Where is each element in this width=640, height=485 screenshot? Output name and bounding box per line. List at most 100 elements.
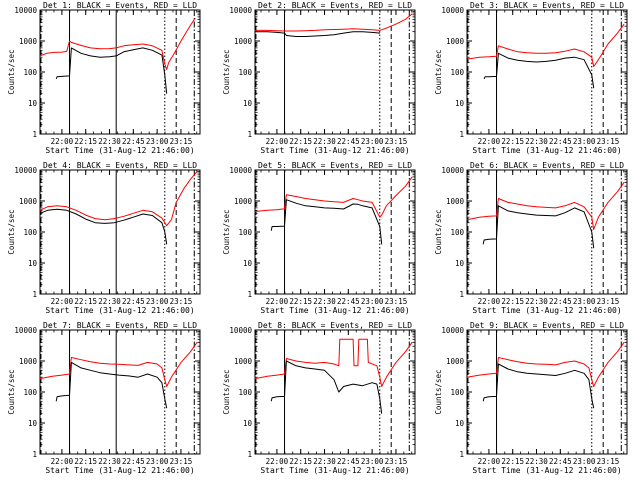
y-tick-label: 1 (247, 130, 252, 139)
y-tick-label: 10 (28, 99, 38, 108)
x-tick-label: 22:00 (51, 297, 74, 306)
x-axis-label: Start Time (31-Aug-12 21:46:00) (260, 146, 409, 155)
x-tick-label: 23:00 (146, 457, 169, 466)
x-tick-label: 22:45 (122, 457, 145, 466)
y-tick-label: 1000 (446, 37, 465, 46)
y-axis-label: Counts/sec (222, 209, 231, 254)
x-tick-label: 22:30 (313, 297, 336, 306)
y-tick-label: 10 (243, 259, 253, 268)
x-tick-label: 23:00 (361, 137, 384, 146)
x-tick-label: 23:15 (597, 137, 620, 146)
x-tick-label: 22:45 (337, 457, 360, 466)
series-line-red (255, 13, 413, 32)
y-tick-label: 10 (455, 419, 465, 428)
y-tick-label: 100 (450, 388, 464, 397)
x-axis-label: Start Time (31-Aug-12 21:46:00) (45, 146, 194, 155)
y-tick-label: 1 (32, 450, 37, 459)
chart-title: Det 4: BLACK = Events, RED = LLD (43, 161, 197, 170)
series-line-black (483, 52, 595, 89)
y-tick-label: 1000 (19, 197, 38, 206)
y-tick-label: 100 (238, 68, 252, 77)
y-axis-label: Counts/sec (7, 369, 16, 414)
x-tick-label: 22:45 (337, 137, 360, 146)
x-tick-label: 23:15 (170, 137, 193, 146)
y-axis-label: Counts/sec (7, 209, 16, 254)
series-line-black (55, 47, 168, 94)
x-axis-label: Start Time (31-Aug-12 21:46:00) (260, 306, 409, 315)
y-tick-label: 1000 (234, 197, 253, 206)
series-line-black (270, 360, 383, 414)
y-tick-label: 10 (243, 99, 253, 108)
x-tick-label: 22:30 (525, 297, 548, 306)
y-axis-label: Counts/sec (434, 209, 443, 254)
x-tick-label: 23:15 (385, 457, 408, 466)
chart-title: Det 8: BLACK = Events, RED = LLD (258, 321, 412, 330)
x-tick-label: 22:00 (478, 457, 501, 466)
series-line-black (255, 31, 380, 37)
y-tick-label: 10000 (229, 326, 252, 335)
x-tick-label: 22:45 (337, 297, 360, 306)
series-line-red (39, 171, 198, 227)
y-tick-label: 1 (459, 130, 464, 139)
chart-title: Det 1: BLACK = Events, RED = LLD (43, 1, 197, 10)
y-axis-label: Counts/sec (434, 49, 443, 94)
chart-panel: 1 10 100 1000 10000 22:00 22:15 22:30 22:45 23:00… (7, 321, 201, 475)
x-tick-label: 22:15 (289, 297, 312, 306)
x-tick-label: 23:00 (573, 137, 596, 146)
series-line-black (39, 208, 168, 245)
x-tick-label: 22:15 (289, 137, 312, 146)
chart-title: Det 6: BLACK = Events, RED = LLD (470, 161, 624, 170)
chart-title: Det 9: BLACK = Events, RED = LLD (470, 321, 624, 330)
x-tick-label: 22:30 (525, 457, 548, 466)
y-tick-label: 10000 (229, 6, 252, 15)
series-line-red (466, 182, 625, 230)
y-tick-label: 1000 (446, 197, 465, 206)
x-tick-label: 23:15 (385, 297, 408, 306)
x-tick-label: 22:00 (266, 137, 289, 146)
x-tick-label: 23:15 (385, 137, 408, 146)
x-tick-label: 22:45 (549, 137, 572, 146)
y-tick-label: 10 (28, 259, 38, 268)
y-tick-label: 1 (247, 450, 252, 459)
y-tick-label: 10000 (14, 166, 37, 175)
series-line-black (270, 199, 383, 245)
x-tick-label: 22:15 (501, 457, 524, 466)
y-axis-label: Counts/sec (222, 49, 231, 94)
y-tick-label: 10000 (14, 6, 37, 15)
x-axis-label: Start Time (31-Aug-12 21:46:00) (260, 466, 409, 475)
y-axis-label: Counts/sec (7, 49, 16, 94)
x-axis-label: Start Time (31-Aug-12 21:46:00) (472, 306, 621, 315)
y-tick-label: 10000 (441, 6, 464, 15)
y-tick-label: 1 (32, 130, 37, 139)
x-axis-label: Start Time (31-Aug-12 21:46:00) (472, 146, 621, 155)
x-tick-label: 22:00 (266, 457, 289, 466)
chart-panel: 1 10 100 1000 10000 22:00 22:15 22:30 22:45 23:00… (434, 1, 628, 155)
x-tick-label: 22:15 (74, 137, 97, 146)
x-tick-label: 23:00 (146, 297, 169, 306)
chart-title: Det 7: BLACK = Events, RED = LLD (43, 321, 197, 330)
x-tick-label: 22:15 (74, 457, 97, 466)
y-tick-label: 100 (238, 228, 252, 237)
y-tick-label: 1 (459, 290, 464, 299)
y-tick-label: 10 (28, 419, 38, 428)
x-tick-label: 22:45 (122, 297, 145, 306)
series-line-black (482, 363, 595, 409)
x-tick-label: 23:00 (573, 297, 596, 306)
x-tick-label: 22:30 (98, 457, 121, 466)
x-tick-label: 23:00 (361, 457, 384, 466)
y-tick-label: 100 (23, 228, 37, 237)
series-line-red (254, 338, 413, 387)
x-tick-label: 22:00 (478, 137, 501, 146)
series-line-red (466, 342, 625, 387)
y-tick-label: 10000 (441, 326, 464, 335)
x-tick-label: 23:00 (361, 297, 384, 306)
x-tick-label: 22:30 (98, 137, 121, 146)
y-tick-label: 100 (23, 68, 37, 77)
y-tick-label: 10000 (14, 326, 37, 335)
x-tick-label: 23:15 (170, 297, 193, 306)
y-tick-label: 10000 (229, 166, 252, 175)
x-tick-label: 23:15 (597, 457, 620, 466)
chart-title: Det 5: BLACK = Events, RED = LLD (258, 161, 412, 170)
x-tick-label: 22:15 (74, 297, 97, 306)
